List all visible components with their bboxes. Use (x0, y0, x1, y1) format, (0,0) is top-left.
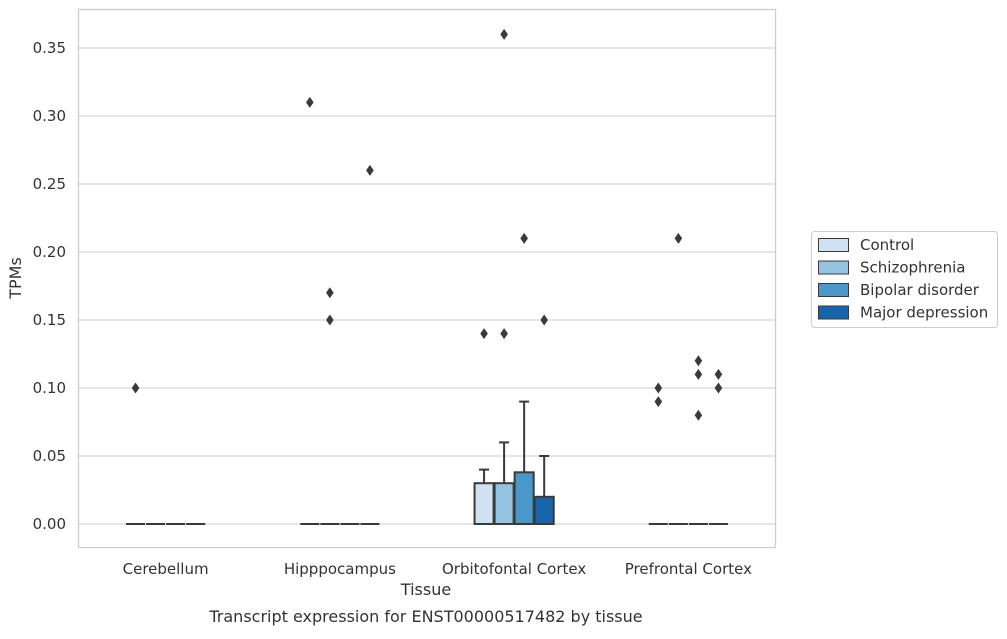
x-axis-ticks: Cerebellum Hipppocampus Orbitofontal Corte… (123, 560, 752, 578)
plot-area-frame (77, 8, 777, 549)
legend-entry: Bipolar disorder (860, 281, 980, 299)
box-major-depression (533, 314, 555, 525)
x-tick-label: Hipppocampus (284, 560, 396, 578)
outlier-point (694, 368, 703, 380)
legend-swatch (818, 260, 849, 275)
box-schizophrenia (668, 232, 688, 525)
chart-caption: Transcript expression for ENST0000051748… (208, 607, 642, 626)
grid-lines (78, 47, 776, 525)
x-tick-label: Orbitofontal Cortex (442, 560, 586, 578)
box-major-depression (360, 164, 380, 525)
legend-entry: Major depression (860, 304, 988, 322)
box-bipolar-disorder (688, 355, 708, 525)
box-plot-marks (126, 28, 728, 526)
outlier-point (306, 96, 314, 108)
outlier-point (654, 396, 663, 408)
box-body (473, 482, 495, 526)
y-axis-ticks: 0.00 0.05 0.10 0.15 0.20 0.25 0.30 0.35 (33, 39, 66, 533)
outlier-point (674, 232, 683, 244)
outlier-point (500, 28, 508, 40)
outlier-point (500, 328, 508, 340)
outlier-point (694, 409, 703, 421)
outlier-point (654, 382, 663, 394)
x-tick-label: Cerebellum (123, 560, 209, 578)
box-schizophrenia (493, 28, 515, 526)
legend-entry: Schizophrenia (860, 259, 965, 277)
outlier-point (540, 314, 548, 326)
y-tick-label: 0.15 (33, 311, 66, 329)
legend: Control Schizophrenia Bipolar disorder Majo… (811, 231, 998, 328)
y-tick-label: 0.35 (33, 39, 66, 57)
outlier-point (326, 314, 334, 326)
outlier-point (131, 382, 140, 394)
box-body (493, 482, 515, 526)
legend-swatch (818, 305, 849, 320)
box-control (300, 96, 320, 525)
outlier-point (714, 382, 723, 394)
box-body (513, 471, 535, 526)
outlier-point (326, 287, 334, 299)
legend-swatch (818, 238, 849, 252)
outlier-point (694, 355, 703, 367)
outlier-point (480, 328, 488, 340)
y-axis-label: TPMs (6, 257, 25, 300)
x-tick-label: Prefrontal Cortex (625, 560, 752, 578)
legend-frame (811, 231, 998, 328)
outlier-point (520, 232, 528, 244)
outlier-point (366, 164, 374, 176)
box-major-depression (708, 368, 728, 525)
box-bipolar-disorder (513, 232, 535, 526)
box-control (648, 382, 668, 525)
box-body (533, 495, 555, 525)
y-tick-label: 0.05 (33, 447, 66, 465)
legend-swatch (818, 283, 849, 297)
outlier-point (714, 368, 723, 380)
y-tick-label: 0.20 (33, 243, 66, 261)
box-control (473, 328, 495, 526)
y-tick-label: 0.30 (33, 107, 66, 125)
y-tick-label: 0.10 (33, 379, 66, 397)
legend-entry: Control (860, 236, 914, 254)
y-tick-label: 0.00 (33, 515, 66, 533)
y-tick-label: 0.25 (33, 175, 66, 193)
box-schizophrenia (320, 287, 340, 525)
x-axis-label: Tissue (400, 580, 451, 599)
box-control (126, 382, 146, 525)
